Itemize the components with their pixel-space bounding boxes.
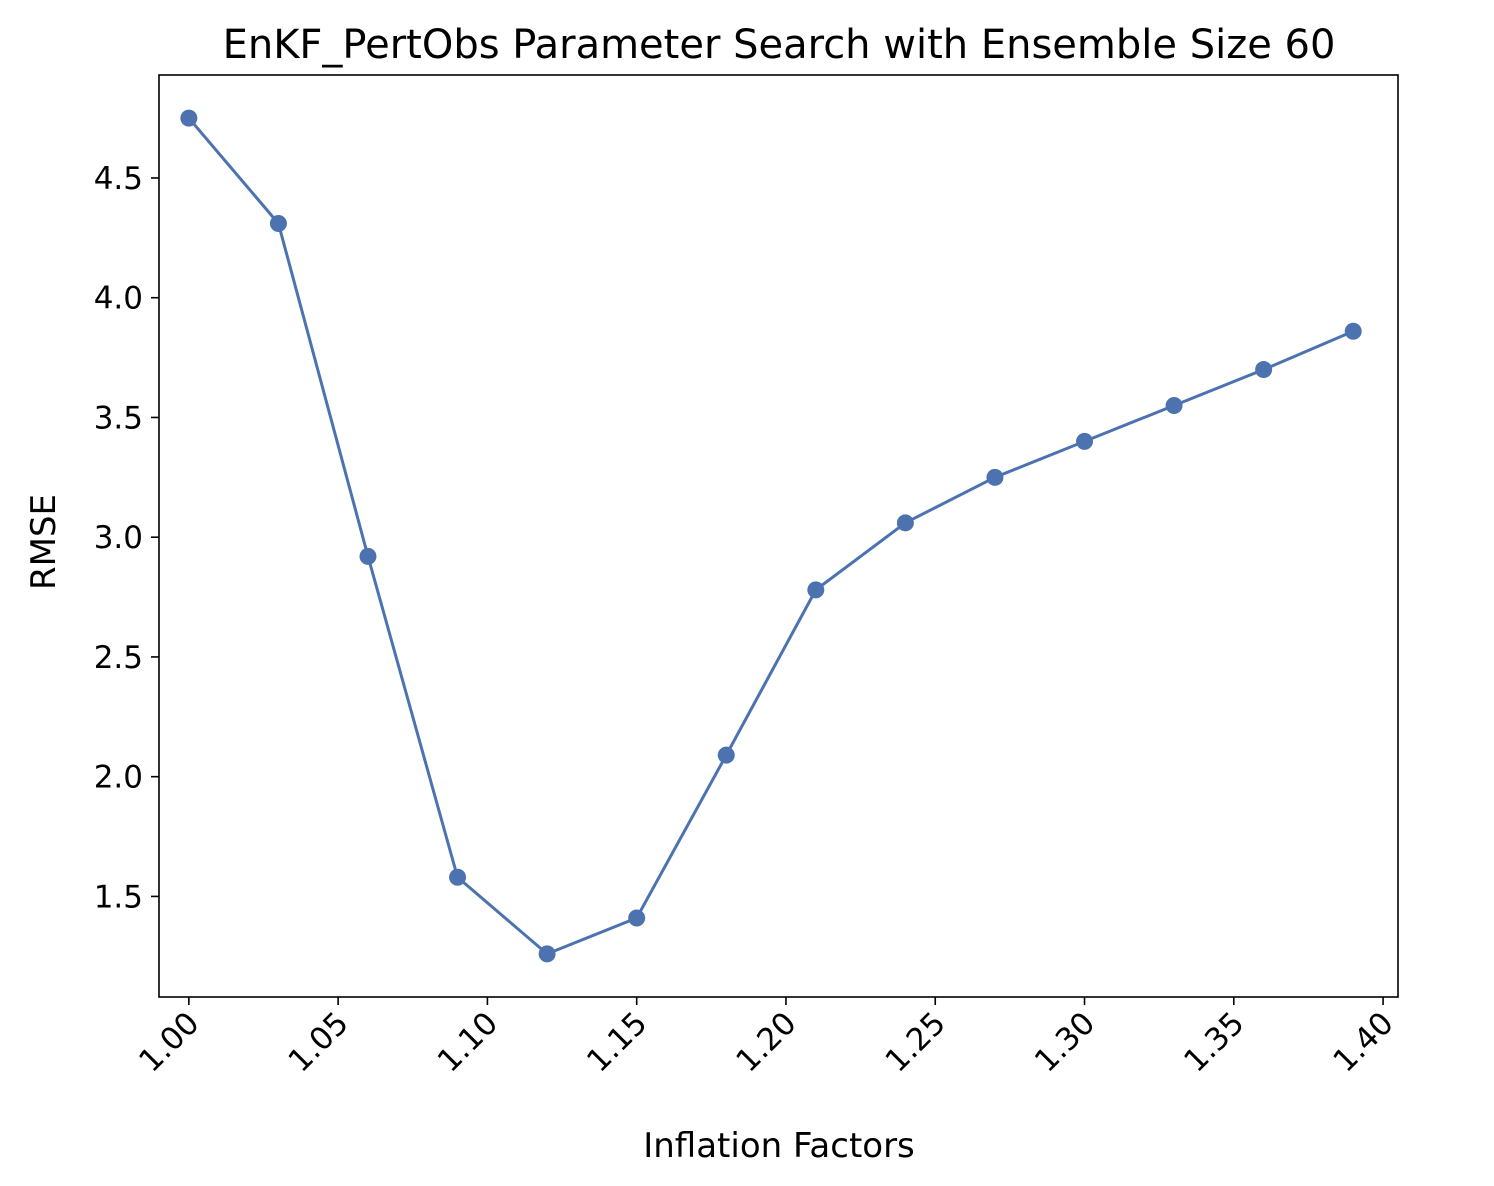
plot-area	[159, 75, 1398, 997]
y-axis: 1.5 2.0 2.5 3.0 3.5 4.0 4.5	[94, 161, 159, 915]
y-tick-label: 1.5	[94, 879, 143, 915]
data-point	[1255, 361, 1273, 379]
x-tick-label: 1.20	[729, 1005, 803, 1079]
x-tick-label: 1.25	[879, 1005, 953, 1079]
data-point	[1344, 322, 1362, 340]
plot-frame	[158, 74, 1399, 998]
x-axis: 1.00 1.05 1.10 1.15 1.20 1.25 1.30 1.35 1.40	[132, 997, 1401, 1079]
data-point	[807, 581, 825, 599]
x-tick-label: 1.30	[1028, 1005, 1102, 1079]
data-point	[1165, 396, 1183, 414]
data-point	[717, 746, 735, 764]
x-tick-label: 1.05	[282, 1005, 356, 1079]
x-axis-label: Inflation Factors	[643, 1126, 915, 1166]
x-tick-label: 1.10	[431, 1005, 505, 1079]
data-point	[269, 214, 287, 232]
series-layer	[180, 109, 1362, 963]
y-tick-label: 2.0	[94, 760, 143, 796]
data-point	[359, 547, 377, 565]
data-point	[896, 514, 914, 532]
series-line	[187, 117, 1354, 956]
y-axis-label: RMSE	[24, 494, 64, 590]
y-tick-label: 2.5	[94, 640, 143, 676]
y-tick-label: 3.0	[94, 520, 143, 556]
x-tick-label: 1.15	[580, 1005, 654, 1079]
chart-title: EnKF_PertObs Parameter Search with Ensem…	[223, 22, 1336, 68]
x-tick-label: 1.00	[132, 1005, 206, 1079]
data-point	[986, 468, 1004, 486]
y-tick-label: 4.0	[94, 281, 143, 317]
y-tick-label: 3.5	[94, 400, 143, 436]
data-point	[628, 909, 646, 927]
y-tick-label: 4.5	[94, 161, 143, 197]
data-point	[1076, 432, 1094, 450]
x-tick-label: 1.40	[1326, 1005, 1400, 1079]
data-point	[538, 945, 556, 963]
data-point	[180, 109, 198, 127]
x-tick-label: 1.35	[1177, 1005, 1251, 1079]
data-point	[449, 868, 467, 886]
